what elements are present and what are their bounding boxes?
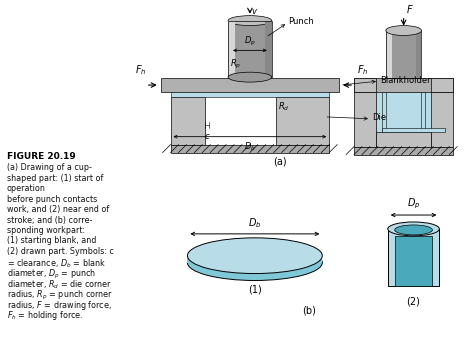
Bar xyxy=(382,128,445,132)
Text: Blankholder: Blankholder xyxy=(380,76,430,85)
Text: Punch: Punch xyxy=(289,17,314,26)
Text: = clearance, $D_b$ = blank: = clearance, $D_b$ = blank xyxy=(7,257,106,270)
Text: stroke; and (b) corre-: stroke; and (b) corre- xyxy=(7,216,92,224)
Ellipse shape xyxy=(395,225,432,235)
Text: before punch contacts: before punch contacts xyxy=(7,195,97,204)
Ellipse shape xyxy=(388,222,439,236)
Text: $R_d$: $R_d$ xyxy=(278,101,289,114)
Bar xyxy=(354,92,376,147)
Ellipse shape xyxy=(228,72,272,82)
Text: (a): (a) xyxy=(273,157,286,166)
Text: $F_h$: $F_h$ xyxy=(135,63,146,77)
Text: $F$: $F$ xyxy=(406,3,413,15)
Text: (a) Drawing of a cup-: (a) Drawing of a cup- xyxy=(7,163,92,173)
Bar xyxy=(431,78,453,92)
Bar xyxy=(161,78,339,92)
Bar xyxy=(171,97,205,145)
Text: (1) starting blank, and: (1) starting blank, and xyxy=(7,236,96,246)
Bar xyxy=(386,31,421,78)
Text: operation: operation xyxy=(7,184,46,193)
Text: $F_h$: $F_h$ xyxy=(357,63,368,77)
Polygon shape xyxy=(187,256,322,263)
Text: $D_p$: $D_p$ xyxy=(244,35,256,48)
Ellipse shape xyxy=(187,238,322,273)
Bar xyxy=(421,92,426,132)
Text: shaped part: (1) start of: shaped part: (1) start of xyxy=(7,174,103,183)
Ellipse shape xyxy=(386,26,421,35)
Text: diameter, $D_p$ = punch: diameter, $D_p$ = punch xyxy=(7,268,96,281)
Bar xyxy=(276,97,329,145)
Ellipse shape xyxy=(187,245,322,281)
Bar xyxy=(431,92,453,147)
Text: work, and (2) near end of: work, and (2) near end of xyxy=(7,205,109,214)
Text: (1): (1) xyxy=(248,284,262,295)
Text: FIGURE 20.19: FIGURE 20.19 xyxy=(7,151,76,161)
Bar xyxy=(228,20,272,77)
Bar xyxy=(228,20,272,77)
Text: (b): (b) xyxy=(302,305,316,315)
Ellipse shape xyxy=(228,16,272,26)
Polygon shape xyxy=(228,20,235,77)
Bar xyxy=(354,78,453,92)
Polygon shape xyxy=(416,31,421,78)
Bar xyxy=(171,92,329,97)
Bar xyxy=(386,31,421,78)
Bar xyxy=(354,147,453,154)
Bar xyxy=(376,132,431,147)
Text: radius, $R_p$ = punch corner: radius, $R_p$ = punch corner xyxy=(7,288,113,301)
Bar xyxy=(382,92,386,132)
Text: $D_b$: $D_b$ xyxy=(244,140,256,153)
Text: Die: Die xyxy=(372,113,386,122)
Text: $F_h$ = holding force.: $F_h$ = holding force. xyxy=(7,309,83,322)
Bar xyxy=(171,145,329,152)
Polygon shape xyxy=(265,20,272,77)
Text: c: c xyxy=(205,132,210,141)
Bar xyxy=(376,92,431,132)
Text: diameter, $R_d$ = die corner: diameter, $R_d$ = die corner xyxy=(7,278,112,291)
Text: $D_b$: $D_b$ xyxy=(248,216,262,230)
Text: $D_p$: $D_p$ xyxy=(407,197,420,211)
Text: v: v xyxy=(252,7,257,16)
Bar xyxy=(354,78,376,92)
Text: (2) drawn part. Symbols: c: (2) drawn part. Symbols: c xyxy=(7,247,114,256)
Bar xyxy=(395,236,432,286)
Polygon shape xyxy=(386,31,392,78)
Text: $R_p$: $R_p$ xyxy=(230,58,241,71)
Text: radius, $F$ = drawing force,: radius, $F$ = drawing force, xyxy=(7,299,112,312)
Text: sponding workpart:: sponding workpart: xyxy=(7,226,85,235)
Text: (2): (2) xyxy=(407,296,420,306)
Bar xyxy=(388,229,439,286)
